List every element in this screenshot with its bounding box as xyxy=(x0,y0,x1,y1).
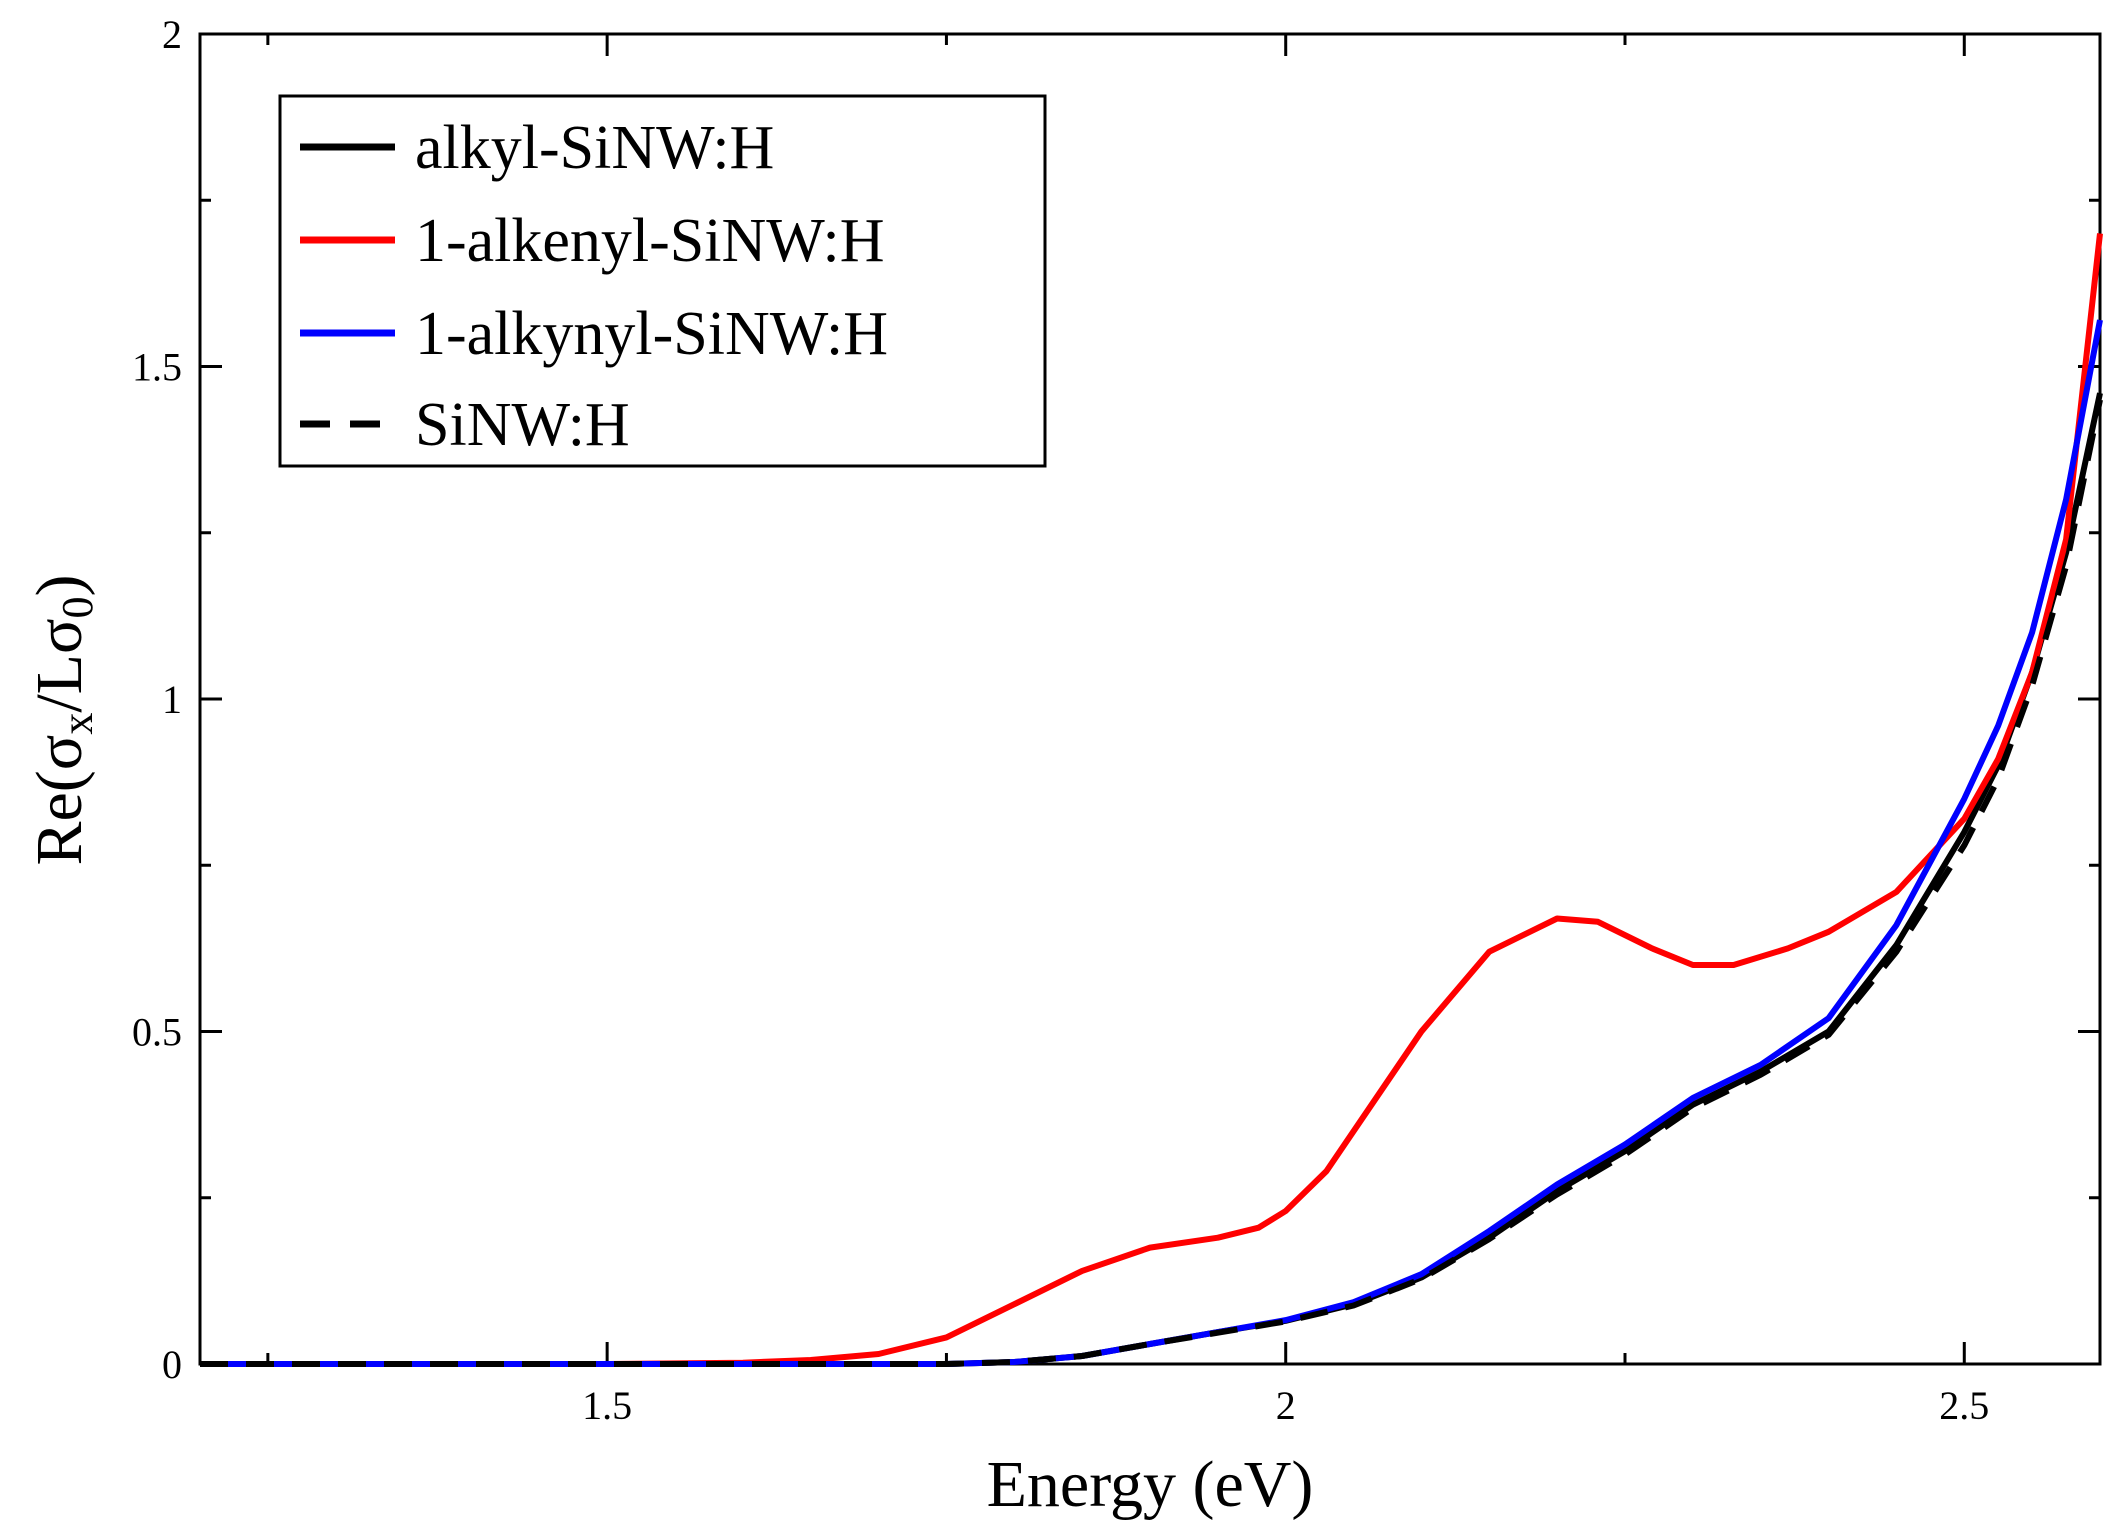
legend-label-alkynyl: 1-alkynyl-SiNW:H xyxy=(415,300,888,368)
y-tick-label: 1.5 xyxy=(132,345,182,390)
legend-box xyxy=(278,94,1047,468)
axis-ticks: 1.5 2 2.5 0 0.5 1 1.5 2 xyxy=(132,12,2100,1428)
x-tick-label: 1.5 xyxy=(582,1383,632,1428)
x-tick-label: 2.5 xyxy=(1939,1383,1989,1428)
series-sinw xyxy=(200,399,2103,1367)
y-tick-label: 0 xyxy=(162,1342,182,1387)
x-axis-label: Energy (eV) xyxy=(987,1448,1314,1521)
legend-label-alkenyl: 1-alkenyl-SiNW:H xyxy=(415,207,884,275)
legend-label-alkyl: alkyl-SiNW:H xyxy=(415,114,774,182)
legend-label-sinw: SiNW:H xyxy=(415,391,630,459)
y-tick-label: 0.5 xyxy=(132,1010,182,1055)
series-layer xyxy=(200,233,2103,1367)
legend: alkyl-SiNW:H 1-alkenyl-SiNW:H 1-alkynyl-… xyxy=(278,94,1047,468)
y-tick-label: 2 xyxy=(162,12,182,57)
y-axis-label: Re(σx/Lσ0) xyxy=(23,574,102,865)
x-tick-label: 2 xyxy=(1276,1383,1296,1428)
series-alkynyl xyxy=(200,319,2103,1367)
series-alkenyl xyxy=(200,233,2103,1367)
y-tick-label: 1 xyxy=(162,677,182,722)
